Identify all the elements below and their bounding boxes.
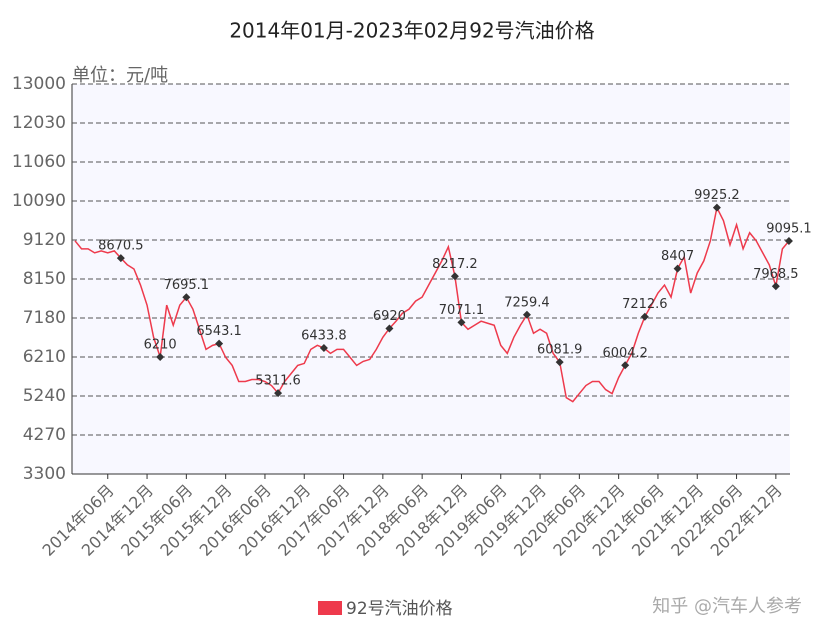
y-tick-label: 4270	[23, 425, 66, 445]
data-marker	[385, 324, 394, 333]
data-label: 6920	[373, 309, 406, 324]
data-label: 8407	[661, 249, 694, 264]
y-tick-label: 7180	[23, 308, 66, 328]
data-marker	[116, 254, 125, 263]
data-label: 7259.4	[504, 295, 550, 310]
y-tick-label: 8150	[23, 269, 66, 289]
legend-swatch[interactable]	[318, 601, 342, 615]
chart-title: 2014年01月-2023年02月92号汽油价格	[229, 19, 594, 43]
data-marker	[319, 344, 328, 353]
data-marker	[450, 272, 459, 281]
data-label: 5311.6	[255, 374, 301, 389]
data-label: 7071.1	[439, 303, 485, 318]
y-tick-label: 5240	[23, 386, 66, 406]
data-label: 6004.2	[602, 346, 648, 361]
data-marker	[182, 293, 191, 302]
y-tick-label: 6210	[23, 347, 66, 367]
data-label: 7695.1	[164, 278, 210, 293]
data-label: 6081.9	[537, 343, 583, 358]
data-label: 7968.5	[753, 267, 799, 282]
y-tick-label: 12030	[12, 113, 66, 133]
y-tick-label: 13000	[12, 74, 66, 94]
data-marker	[784, 237, 793, 246]
data-marker	[274, 389, 283, 398]
data-label: 8217.2	[432, 257, 478, 272]
data-marker	[673, 264, 682, 273]
data-marker	[771, 282, 780, 291]
data-marker	[621, 361, 630, 370]
watermark: 知乎 @汽车人参考	[652, 596, 802, 617]
data-label: 6210	[144, 338, 177, 353]
data-marker	[640, 312, 649, 321]
data-label: 6433.8	[301, 329, 347, 344]
y-tick-label: 10090	[12, 191, 66, 211]
data-marker	[457, 318, 466, 327]
y-tick-label: 11060	[12, 152, 66, 172]
data-marker	[156, 353, 165, 361]
data-label: 8670.5	[98, 239, 144, 254]
data-label: 9095.1	[766, 222, 812, 237]
legend-label[interactable]: 92号汽油价格	[346, 599, 453, 619]
series-line	[74, 205, 790, 403]
y-tick-label: 9120	[23, 230, 66, 250]
data-marker	[555, 358, 564, 367]
data-label: 6543.1	[196, 324, 242, 339]
y-tick-label: 3300	[23, 464, 66, 484]
plot-area	[72, 84, 790, 474]
data-label: 9925.2	[694, 188, 740, 203]
data-marker	[522, 310, 531, 319]
data-label: 7212.6	[622, 297, 668, 312]
unit-label: 单位：元/吨	[72, 65, 168, 86]
data-marker	[215, 339, 224, 348]
data-marker	[712, 203, 721, 212]
